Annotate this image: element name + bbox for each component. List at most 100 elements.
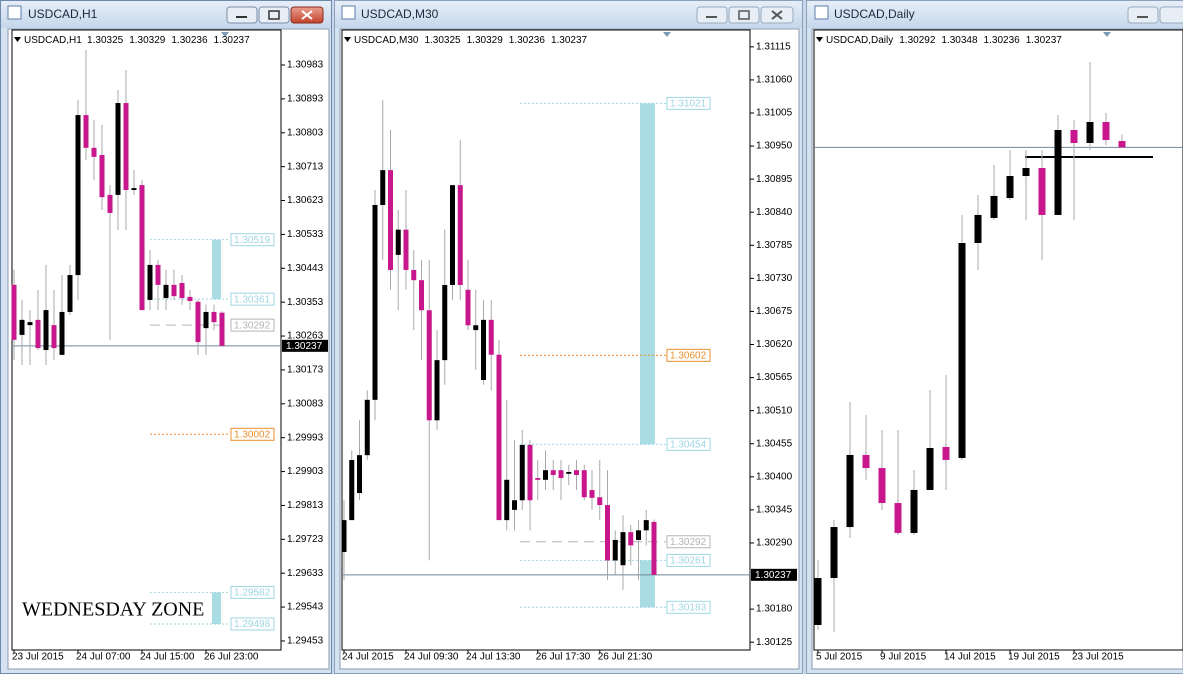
candle-body bbox=[107, 194, 113, 213]
minimize-button[interactable] bbox=[226, 6, 258, 24]
y-tick-label: 1.30345 bbox=[756, 505, 793, 516]
candle-body bbox=[11, 284, 17, 340]
y-tick-label: 1.31060 bbox=[756, 75, 793, 86]
y-tick-label: 1.30400 bbox=[756, 471, 793, 482]
level-label: 1.30292 bbox=[670, 537, 707, 548]
candle-body bbox=[442, 284, 448, 361]
level-label: 1.29498 bbox=[234, 619, 271, 630]
candle-body bbox=[364, 399, 370, 456]
window: USDCAD,H1 bbox=[0, 0, 332, 674]
level-label-box bbox=[230, 427, 275, 441]
level-label: 1.30361 bbox=[234, 294, 271, 305]
candle-body bbox=[163, 284, 169, 299]
x-tick-label: 26 Jul 21:30 bbox=[598, 652, 653, 663]
header-symbol: USDCAD,M30 bbox=[354, 35, 419, 46]
header-high: 1.30329 bbox=[467, 35, 504, 46]
restore-button[interactable] bbox=[728, 6, 760, 24]
header-close: 1.30237 bbox=[214, 35, 251, 46]
header-symbol: USDCAD,Daily bbox=[826, 35, 893, 46]
y-tick-label: 1.30353 bbox=[287, 297, 324, 308]
header-arrow bbox=[816, 37, 823, 42]
candle-body bbox=[814, 578, 822, 625]
header-close: 1.30237 bbox=[1026, 35, 1063, 46]
window-icon bbox=[7, 5, 22, 20]
candle-body bbox=[419, 280, 424, 311]
candle-body bbox=[589, 490, 595, 498]
candle-body bbox=[27, 322, 33, 326]
y-tick-label: 1.29723 bbox=[287, 534, 324, 545]
x-tick-label: 5 Jul 2015 bbox=[816, 652, 863, 663]
candle-body bbox=[372, 204, 378, 400]
y-tick-label: 1.30785 bbox=[756, 240, 793, 251]
level-label-box bbox=[666, 553, 711, 567]
x-tick-label: 23 Jul 2015 bbox=[12, 652, 64, 663]
chart-area bbox=[811, 28, 1183, 670]
level-label: 1.30602 bbox=[670, 350, 707, 361]
plot-frame bbox=[11, 29, 282, 651]
level-label-box bbox=[230, 318, 275, 332]
restore-button[interactable] bbox=[1159, 6, 1183, 24]
candle-body bbox=[35, 319, 41, 349]
window: USDCAD,M30 bbox=[334, 0, 803, 674]
candle-body bbox=[43, 310, 49, 350]
candle-body bbox=[512, 500, 517, 510]
candle-body bbox=[349, 459, 355, 521]
y-tick-label: 1.30620 bbox=[756, 339, 793, 350]
level-label-box bbox=[666, 348, 711, 362]
candle-body bbox=[59, 311, 65, 355]
candle-body bbox=[942, 446, 950, 460]
y-tick-label: 1.30125 bbox=[756, 637, 793, 648]
y-tick-label: 1.29633 bbox=[287, 568, 324, 579]
y-tick-label: 1.31115 bbox=[756, 41, 791, 52]
y-tick-label: 1.30290 bbox=[756, 538, 793, 549]
header-arrow bbox=[344, 37, 351, 42]
candle-body bbox=[91, 147, 97, 157]
level-label-box bbox=[230, 292, 275, 306]
candle-body bbox=[380, 170, 386, 205]
candle-body bbox=[434, 360, 440, 421]
plot-frame bbox=[341, 29, 751, 651]
candle-body bbox=[1038, 168, 1046, 215]
window: USDCAD,Daily bbox=[806, 0, 1183, 674]
candle-body bbox=[878, 468, 886, 504]
candle-body bbox=[426, 310, 432, 421]
y-tick-label: 1.30180 bbox=[756, 604, 793, 615]
x-tick-label: 26 Jul 17:30 bbox=[536, 652, 591, 663]
restore-button[interactable] bbox=[258, 6, 290, 24]
price-label-box bbox=[282, 339, 328, 352]
minimize-button[interactable] bbox=[696, 6, 728, 24]
shift-marker bbox=[1103, 32, 1111, 37]
window-icon bbox=[341, 5, 356, 20]
x-tick-label: 26 Jul 23:00 bbox=[204, 652, 259, 663]
candle-body bbox=[643, 520, 649, 531]
candle-body bbox=[75, 115, 81, 276]
window-title: USDCAD,H1 bbox=[28, 7, 98, 21]
candle-body bbox=[83, 115, 89, 148]
level-label: 1.30261 bbox=[670, 556, 707, 567]
level-label: 1.31021 bbox=[670, 99, 707, 110]
candle-body bbox=[395, 229, 401, 255]
chart-header: USDCAD,M30 1.30325 1.30329 1.30236 1.30237 bbox=[354, 35, 588, 46]
y-tick-label: 1.29813 bbox=[287, 500, 324, 511]
level-label: 1.30183 bbox=[670, 602, 707, 613]
candle-body bbox=[846, 454, 854, 528]
price-label: 1.30237 bbox=[755, 570, 792, 581]
candle-body bbox=[457, 185, 463, 285]
chart-header: USDCAD,H1 1.30325 1.30329 1.30236 1.30237 bbox=[24, 35, 250, 46]
candle-body bbox=[155, 264, 161, 285]
y-tick-label: 1.30083 bbox=[287, 398, 324, 409]
candle-body bbox=[550, 470, 556, 476]
y-tick-label: 1.30730 bbox=[756, 273, 793, 284]
y-tick-label: 1.30983 bbox=[287, 60, 324, 71]
level-label-box bbox=[666, 437, 711, 451]
candle-body bbox=[123, 103, 129, 190]
title-bar bbox=[807, 1, 1183, 28]
candle-body bbox=[581, 470, 587, 498]
x-tick-label: 24 Jul 09:30 bbox=[404, 652, 459, 663]
icon bbox=[268, 10, 280, 20]
price-label-box bbox=[751, 568, 797, 581]
y-tick-label: 1.30713 bbox=[287, 161, 324, 172]
y-tick-label: 1.30443 bbox=[287, 263, 324, 274]
minimize-button[interactable] bbox=[1127, 6, 1159, 24]
